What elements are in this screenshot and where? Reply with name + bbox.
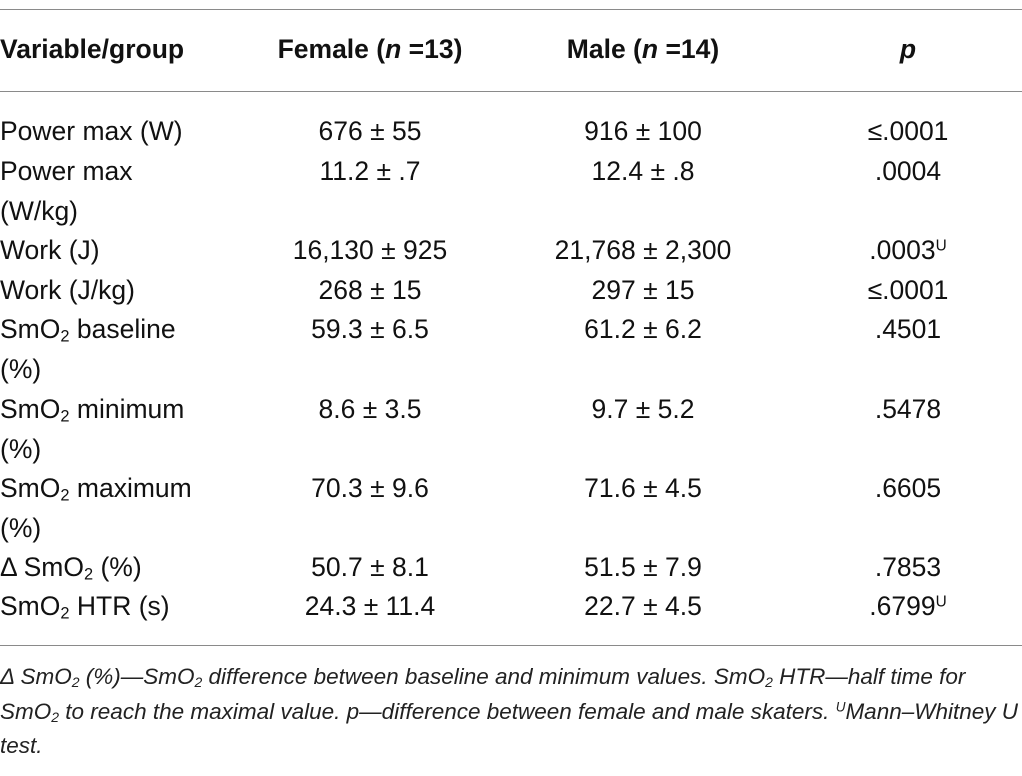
header-female-prefix: Female ( [277, 34, 386, 64]
row-label: Power max (W/kg) [0, 156, 133, 226]
row-female-value: 8.6 ± 3.5 [318, 394, 422, 424]
footnote-part1: Δ SmO [0, 664, 72, 689]
p-value-text: ≤.0001 [867, 275, 949, 305]
header-male-suffix: =14) [658, 34, 720, 64]
row-male-value: 51.5 ± 7.9 [584, 552, 702, 582]
p-value-sup: U [935, 237, 947, 255]
row-label: Work (J) [0, 235, 100, 265]
row-male-value: 12.4 ± .8 [591, 156, 695, 186]
p-value-text: .4501 [874, 314, 942, 344]
row-label-sub: 2 [60, 327, 70, 346]
row-male-value: 297 ± 15 [591, 275, 695, 305]
row-female-value: 11.2 ± .7 [319, 156, 421, 186]
footnote-part6: Mann–Whitney U test. [0, 698, 1019, 759]
row-female-value: 268 ± 15 [318, 275, 422, 305]
p-value-text: .7853 [874, 552, 942, 582]
row-female-value: 24.3 ± 11.4 [304, 591, 436, 621]
row-p-value: .0004 [758, 151, 1022, 191]
row-label-post: maximum (%) [0, 473, 192, 543]
row-label: Work (J/kg) [0, 275, 135, 305]
header-female-suffix: =13) [401, 34, 463, 64]
header-female-n: n [385, 34, 402, 64]
row-p-value: .7853 [758, 547, 1022, 587]
p-value-text: .6605 [874, 473, 942, 503]
row-p-value: .6605 [758, 468, 1022, 508]
p-value-text: .6799 [869, 591, 936, 621]
header-male: Male (n =14) [493, 29, 793, 69]
row-label: SmO2 minimum (%) [0, 389, 205, 469]
row-label-sub: 2 [60, 604, 70, 623]
row-male-value: 21,768 ± 2,300 [554, 235, 732, 265]
footnote-sub2: 2 [194, 674, 203, 691]
row-p-value: ≤.0001 [758, 111, 1022, 151]
footnote-part4: HTR—half time for SmO [0, 664, 966, 724]
bottom-rule [0, 645, 1022, 646]
footnote-sub4: 2 [51, 708, 60, 725]
row-label-pre: SmO [0, 314, 61, 344]
footnote-sub1: 2 [71, 674, 80, 691]
row-p-value: .5478 [758, 389, 1022, 429]
header-p: p [758, 29, 1022, 69]
header-rule [0, 91, 1022, 92]
footnote-part2: (%)—SmO [79, 664, 195, 689]
row-male-value: 916 ± 100 [584, 116, 702, 146]
footnote-part3: difference between baseline and minimum … [202, 664, 766, 689]
p-value-sup: U [935, 593, 947, 611]
row-label-pre: SmO [0, 394, 61, 424]
row-label-post: (%) [93, 552, 142, 582]
header-male-n: n [641, 34, 659, 64]
row-female-value: 16,130 ± 925 [292, 235, 448, 265]
p-value-text: .5478 [874, 394, 942, 424]
row-label: SmO2 HTR (s) [0, 586, 170, 626]
row-label-post: baseline (%) [0, 314, 176, 384]
row-p-value: .6799U [758, 586, 1022, 626]
row-label-post: minimum (%) [0, 394, 185, 464]
header-female: Female (n =13) [220, 29, 520, 69]
table-footnote: Δ SmO2 (%)—SmO2 difference between basel… [0, 660, 1022, 764]
row-female-value: 70.3 ± 9.6 [311, 473, 429, 503]
row-label-sub: 2 [60, 407, 70, 426]
row-label-pre: SmO [0, 591, 61, 621]
p-value-text: .0004 [874, 156, 942, 186]
row-male-value: 71.6 ± 4.5 [584, 473, 702, 503]
header-variable: Variable/group [0, 34, 185, 64]
row-label-pre: SmO [0, 473, 61, 503]
row-label: SmO2 baseline (%) [0, 309, 205, 389]
footnote-sub3: 2 [765, 674, 773, 691]
row-p-value: .4501 [758, 309, 1022, 349]
p-value-text: .0003 [869, 235, 936, 265]
footnote-sup1: U [835, 699, 846, 715]
header-male-prefix: Male ( [566, 34, 642, 64]
header-p-label: p [899, 34, 917, 64]
top-rule [0, 9, 1022, 10]
row-label-post: HTR (s) [69, 591, 170, 621]
row-male-value: 9.7 ± 5.2 [591, 394, 695, 424]
row-label-sub: 2 [83, 565, 94, 584]
p-value-text: ≤.0001 [867, 116, 949, 146]
row-label: Δ SmO2 (%) [0, 547, 142, 587]
row-label: SmO2 maximum (%) [0, 468, 205, 548]
row-p-value: ≤.0001 [758, 270, 1022, 310]
row-female-value: 59.3 ± 6.5 [311, 314, 429, 344]
row-label-sub: 2 [60, 486, 70, 505]
row-male-value: 61.2 ± 6.2 [584, 314, 702, 344]
row-p-value: .0003U [758, 230, 1022, 270]
row-label-pre: Δ SmO [0, 552, 84, 582]
row-female-value: 676 ± 55 [318, 116, 422, 146]
footnote-part5: to reach the maximal value. p—difference… [59, 698, 836, 724]
row-label: Power max (W) [0, 116, 183, 146]
row-male-value: 22.7 ± 4.5 [584, 591, 702, 621]
row-female-value: 50.7 ± 8.1 [311, 552, 429, 582]
